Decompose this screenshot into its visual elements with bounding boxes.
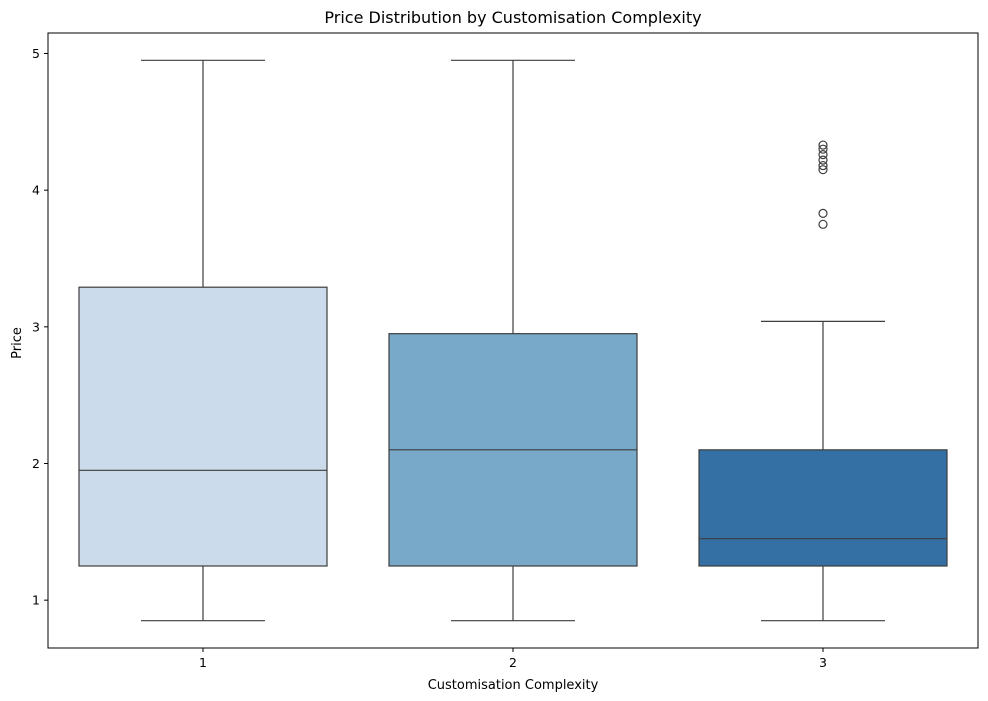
x-tick-label: 2 <box>509 655 517 670</box>
x-tick-label: 1 <box>199 655 207 670</box>
y-tick-label: 5 <box>32 46 40 61</box>
y-axis-label: Price <box>10 327 25 359</box>
y-tick-label: 3 <box>32 319 40 334</box>
outlier-point <box>818 219 828 229</box>
outlier-point <box>818 150 828 160</box>
outlier-point <box>818 208 828 218</box>
outlier-point <box>818 160 828 171</box>
outlier-point <box>818 165 828 175</box>
outlier-point <box>818 155 828 165</box>
box-1 <box>78 286 328 567</box>
outlier-point <box>818 140 828 150</box>
chart-title: Price Distribution by Customisation Comp… <box>324 8 701 27</box>
plot-area: 1 2 3 4 5 1 2 3 <box>32 32 979 670</box>
y-tick-label: 1 <box>32 593 40 608</box>
x-axis-label: Customisation Complexity <box>428 678 599 693</box>
outlier-point <box>818 144 828 154</box>
box-3 <box>698 449 948 567</box>
x-tick-label: 3 <box>819 655 827 670</box>
y-tick-label: 2 <box>32 456 40 471</box>
y-tick-label: 4 <box>32 183 40 198</box>
